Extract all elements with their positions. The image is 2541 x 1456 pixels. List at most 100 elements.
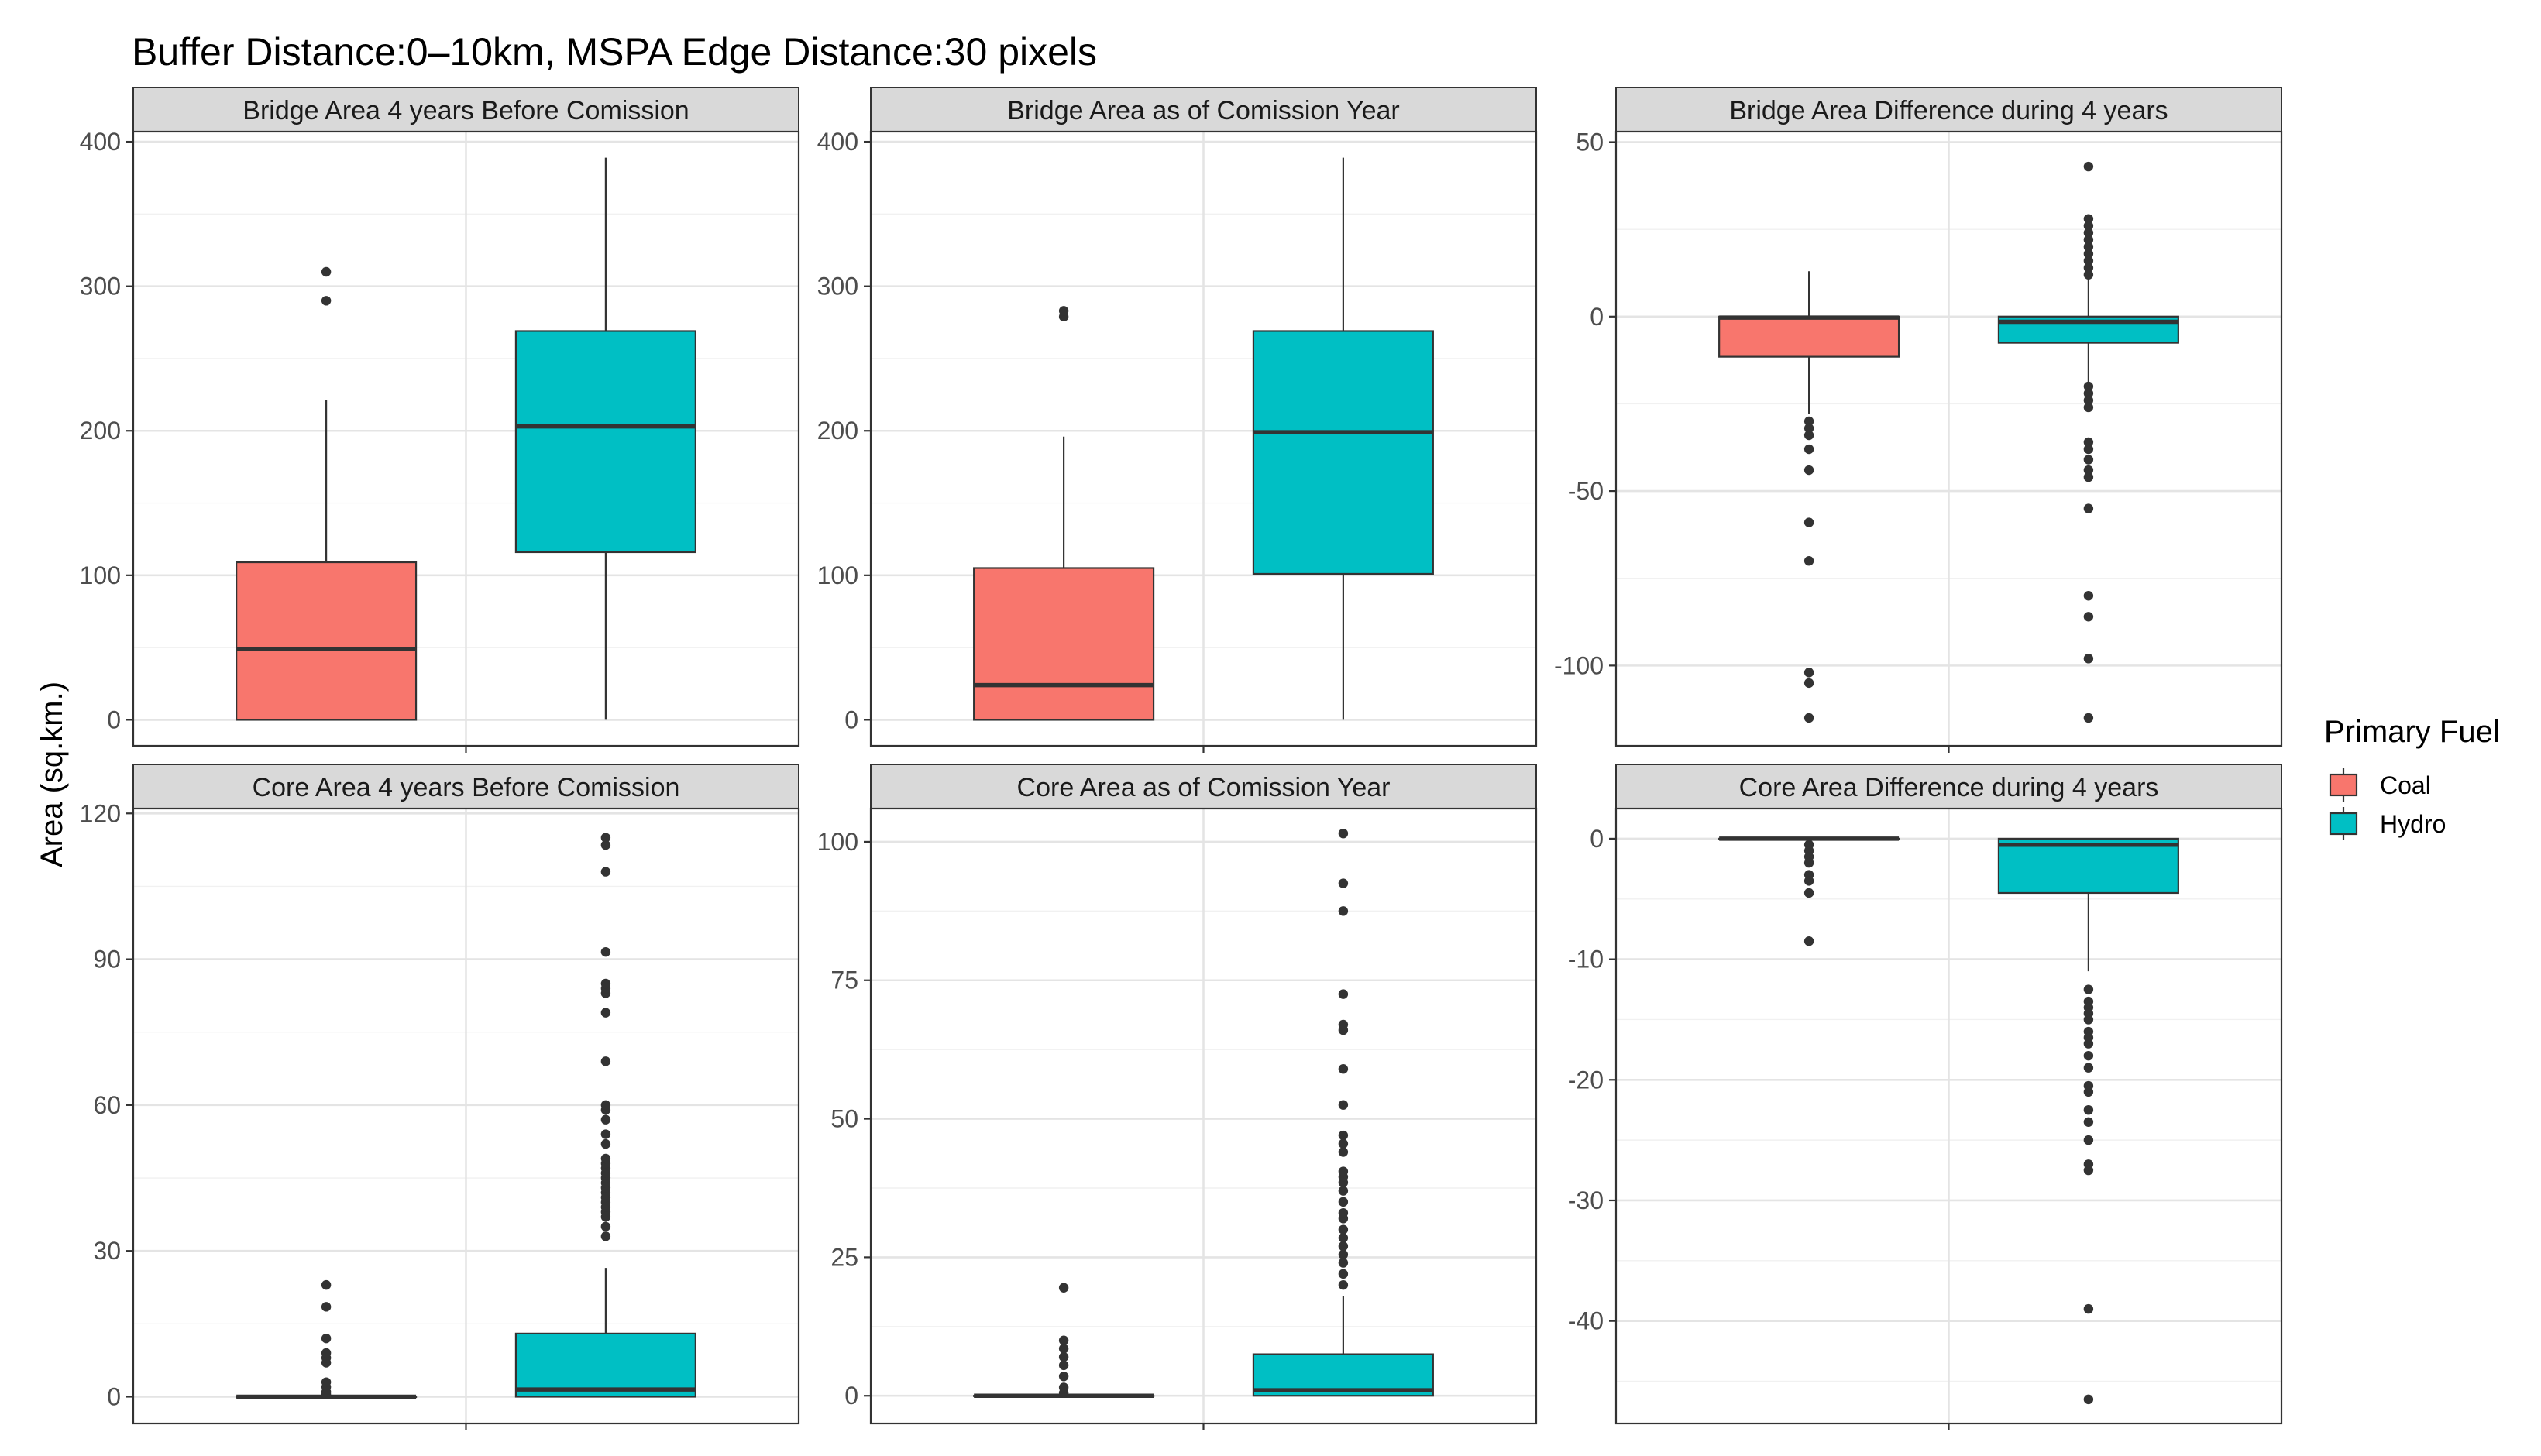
y-tick-label: -100 xyxy=(1554,651,1604,679)
outlier-point xyxy=(1338,1186,1349,1196)
legend-item-coal: Coal xyxy=(2329,768,2431,802)
outlier-point xyxy=(1338,828,1349,839)
panel-title: Bridge Area as of Comission Year xyxy=(1007,96,1400,125)
outlier-point xyxy=(1058,1335,1069,1345)
outlier-point xyxy=(1338,1100,1349,1110)
outlier-point xyxy=(2083,214,2094,224)
legend-key-hydro xyxy=(2329,812,2358,836)
box-iqr xyxy=(236,561,418,721)
outlier-point xyxy=(1803,857,1814,868)
y-tick-label: 300 xyxy=(80,273,121,300)
outlier-point xyxy=(2083,1135,2094,1145)
outlier-point xyxy=(2083,263,2094,273)
panel-strip xyxy=(132,764,799,809)
outlier-point xyxy=(321,266,332,277)
outlier-point xyxy=(1338,906,1349,916)
outlier-point xyxy=(1338,1138,1349,1149)
outlier-point xyxy=(2083,654,2094,664)
y-axis-label: Area (sq.km.) xyxy=(35,682,69,867)
outlier-point xyxy=(2083,1015,2094,1025)
outlier-point xyxy=(2083,161,2094,172)
outlier-point xyxy=(2083,1039,2094,1049)
outlier-point xyxy=(1058,1351,1069,1362)
y-tick-label: 400 xyxy=(80,128,121,156)
outlier-point xyxy=(2083,235,2094,245)
outlier-point xyxy=(1058,1382,1069,1392)
y-tick-label: 200 xyxy=(817,417,858,445)
box-hydro xyxy=(514,833,696,1398)
outlier-point xyxy=(1338,878,1349,888)
outlier-point xyxy=(2083,1087,2094,1097)
outlier-point xyxy=(321,1333,332,1344)
legend-title: Primary Fuel xyxy=(2324,715,2500,749)
y-tick-label: 100 xyxy=(817,561,858,589)
outlier-point xyxy=(600,946,611,957)
outlier-point xyxy=(2083,465,2094,476)
y-tick-label: 300 xyxy=(817,273,858,300)
panel-1: Bridge Area 4 years Before Comission 0 100… xyxy=(80,87,800,753)
outlier-point xyxy=(1338,1130,1349,1141)
box-coal xyxy=(973,306,1155,721)
outlier-point xyxy=(600,1008,611,1018)
legend-label-hydro: Hydro xyxy=(2380,810,2446,838)
outlier-point xyxy=(2083,249,2094,259)
outlier-point xyxy=(2083,256,2094,266)
y-tick-label: 0 xyxy=(107,1382,121,1410)
outlier-point xyxy=(1338,1197,1349,1207)
outlier-point xyxy=(2083,1050,2094,1061)
legend: Primary Fuel Coal Hydro xyxy=(2324,715,2500,840)
box-iqr xyxy=(1252,330,1434,575)
outlier-point xyxy=(2083,395,2094,406)
outlier-point xyxy=(321,1377,332,1387)
box-hydro xyxy=(1252,157,1434,720)
y-tick-label: -40 xyxy=(1568,1307,1604,1335)
box-hydro xyxy=(514,157,696,720)
outlier-point xyxy=(1338,1249,1349,1260)
outlier-point xyxy=(1338,1147,1349,1157)
outlier-point xyxy=(1058,1283,1069,1293)
outlier-point xyxy=(1803,876,1814,886)
outlier-point xyxy=(321,1279,332,1290)
legend-label-coal: Coal xyxy=(2380,771,2431,799)
outlier-point xyxy=(2083,221,2094,231)
box-iqr xyxy=(514,1332,696,1398)
outlier-point xyxy=(600,833,611,843)
panel-6: Core Area Difference during 4 years -40 -3… xyxy=(1568,764,2283,1430)
y-tick-label: 60 xyxy=(93,1091,121,1119)
outlier-point xyxy=(2083,228,2094,238)
outlier-point xyxy=(2083,612,2094,622)
box-coal xyxy=(973,1283,1155,1398)
box-iqr xyxy=(1997,837,2179,895)
outlier-point xyxy=(1803,555,1814,566)
outlier-point xyxy=(2083,503,2094,513)
outlier-point xyxy=(1803,936,1814,946)
y-tick-label: 0 xyxy=(844,1382,858,1410)
outlier-point xyxy=(2083,242,2094,252)
box-coal xyxy=(236,266,418,721)
outlier-point xyxy=(2083,1117,2094,1127)
y-tick-label: 200 xyxy=(80,417,121,445)
outlier-point xyxy=(2083,1063,2094,1073)
outlier-point xyxy=(600,1231,611,1241)
outlier-point xyxy=(321,1302,332,1312)
y-tick-label: 0 xyxy=(107,706,121,733)
panel-strip xyxy=(132,87,799,132)
outlier-point xyxy=(1338,1233,1349,1243)
outlier-point xyxy=(600,1221,611,1231)
panel-title: Core Area Difference during 4 years xyxy=(1739,773,2159,802)
outlier-point xyxy=(2083,455,2094,465)
outlier-point xyxy=(2083,591,2094,601)
y-tick-label: 0 xyxy=(844,706,858,733)
outlier-point xyxy=(2083,437,2094,448)
outlier-point xyxy=(2083,472,2094,482)
box-hydro xyxy=(1252,828,1434,1397)
outlier-point xyxy=(2083,984,2094,994)
panel-strip xyxy=(870,764,1537,809)
outlier-point xyxy=(2083,270,2094,280)
outlier-point xyxy=(1803,465,1814,476)
y-tick-label: 90 xyxy=(93,946,121,974)
outlier-point xyxy=(600,978,611,989)
panel-4: Core Area 4 years Before Comission 0 30 60 9… xyxy=(80,764,800,1430)
outlier-point xyxy=(1058,1360,1069,1371)
